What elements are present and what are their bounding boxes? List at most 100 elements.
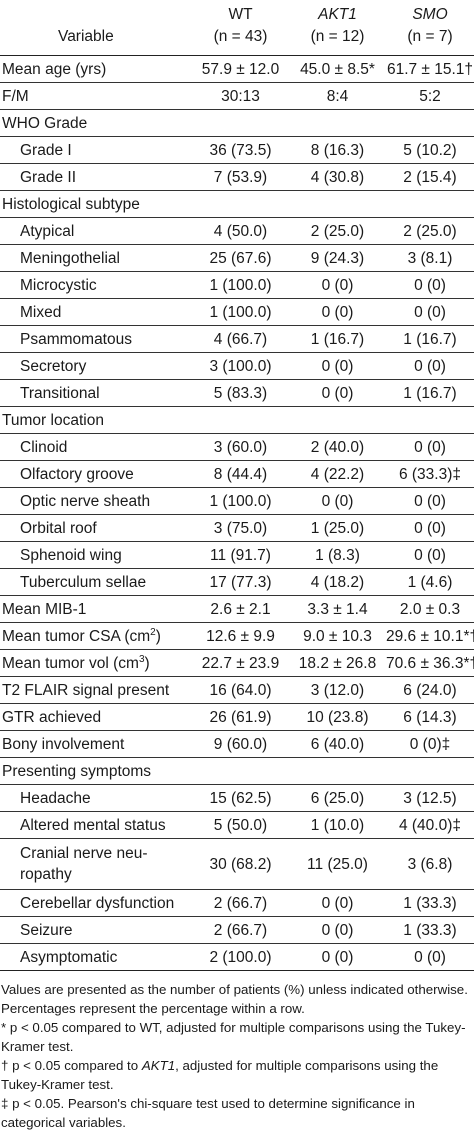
cell-akt1: 2 (40.0) (289, 433, 386, 461)
cell-wt: 26 (61.9) (192, 703, 289, 731)
row-label-text: Mixed (20, 303, 62, 321)
table-footnotes: Values are presented as the number of pa… (0, 980, 471, 1132)
row-label: Mean age (yrs) (0, 55, 192, 83)
cell-akt1: 1 (25.0) (289, 514, 386, 542)
table-row: Cerebellar dysfunction 2 (66.7) 0 (0) 1 (33… (0, 889, 474, 917)
cell-smo (386, 757, 474, 785)
table-row: T2 FLAIR signal present 16 (64.0) 3 (12.0)… (0, 676, 474, 704)
row-label-text: Transitional (20, 384, 100, 402)
cell-wt: 11 (91.7) (192, 541, 289, 569)
row-label-text: Tuberculum sellae (20, 573, 147, 591)
row-label: Tuberculum sellae (0, 568, 192, 596)
cell-akt1: 0 (0) (289, 379, 386, 407)
group-header-smo: SMO (n = 7) (386, 0, 474, 56)
row-label-text: Microcystic (20, 276, 97, 294)
cell-wt: 25 (67.6) (192, 244, 289, 272)
cell-akt1: 2 (25.0) (289, 217, 386, 245)
table-row: Grade II 7 (53.9) 4 (30.8) 2 (15.4) (0, 163, 474, 191)
cell-akt1: 4 (22.2) (289, 460, 386, 488)
row-label: Presenting symptoms (0, 757, 192, 785)
cell-smo: 2 (25.0) (386, 217, 474, 245)
row-label: Mean MIB-1 (0, 595, 192, 623)
row-label: Secretory (0, 352, 192, 380)
cell-wt (192, 190, 289, 218)
cell-akt1: 3.3 ± 1.4 (289, 595, 386, 623)
unit-superscript: 3 (138, 653, 145, 665)
group-header-akt1: AKT1 (n = 12) (289, 0, 386, 56)
cell-akt1: 18.2 ± 26.8 (289, 649, 386, 677)
cell-akt1: 1 (16.7) (289, 325, 386, 353)
cell-akt1: 11 (25.0) (289, 838, 386, 890)
cell-akt1: 0 (0) (289, 889, 386, 917)
row-label-text: Mean tumor vol (cm (2, 654, 139, 672)
row-label: Seizure (0, 916, 192, 944)
cell-akt1 (289, 757, 386, 785)
cell-wt: 7 (53.9) (192, 163, 289, 191)
cell-smo (386, 190, 474, 218)
row-label-text: Tumor location (2, 411, 104, 429)
cell-smo (386, 109, 474, 137)
row-label-text: Secretory (20, 357, 87, 375)
table-row: F/M 30:13 8:4 5:2 (0, 82, 474, 110)
cell-smo: 0 (0) (386, 352, 474, 380)
group-n: (n = 12) (310, 28, 365, 45)
table-row: Presenting symptoms (0, 757, 474, 785)
cell-smo: 5 (10.2) (386, 136, 474, 164)
row-label-text: F/M (2, 87, 29, 105)
table-row: Tuberculum sellae 17 (77.3) 4 (18.2) 1 (4.6… (0, 568, 474, 596)
table-row: Clinoid 3 (60.0) 2 (40.0) 0 (0) (0, 433, 474, 461)
row-label: Microcystic (0, 271, 192, 299)
row-label-text: Seizure (20, 921, 73, 939)
table-row: Mean MIB-1 2.6 ± 2.1 3.3 ± 1.4 2.0 ± 0.3 (0, 595, 474, 623)
cell-wt: 22.7 ± 23.9 (192, 649, 289, 677)
table-row: Headache 15 (62.5) 6 (25.0) 3 (12.5) (0, 784, 474, 812)
cell-smo: 0 (0) (386, 487, 474, 515)
cell-smo: 0 (0) (386, 271, 474, 299)
cell-akt1 (289, 406, 386, 434)
cell-wt: 9 (60.0) (192, 730, 289, 758)
row-label-text: T2 FLAIR signal present (2, 681, 170, 699)
row-label-text: Olfactory groove (20, 465, 134, 483)
row-label-text: Meningothelial (20, 249, 120, 267)
cell-smo: 3 (6.8) (386, 838, 474, 890)
row-label: Transitional (0, 379, 192, 407)
table-row: Mean tumor CSA (cm2) 12.6 ± 9.9 9.0 ± 10.3… (0, 622, 474, 650)
cell-akt1: 6 (40.0) (289, 730, 386, 758)
cell-akt1: 9.0 ± 10.3 (289, 622, 386, 650)
cell-wt: 3 (75.0) (192, 514, 289, 542)
cell-wt: 16 (64.0) (192, 676, 289, 704)
cell-wt: 4 (50.0) (192, 217, 289, 245)
cell-smo: 0 (0) (386, 514, 474, 542)
cell-akt1: 9 (24.3) (289, 244, 386, 272)
row-label: GTR achieved (0, 703, 192, 731)
footnote-dagger: † p < 0.05 compared to AKT1, adjusted fo… (1, 1056, 471, 1094)
row-label-text: Mean tumor CSA (cm (2, 627, 151, 645)
row-label: Mean tumor CSA (cm2) (0, 622, 192, 650)
cell-akt1: 45.0 ± 8.5* (289, 55, 386, 83)
cell-akt1: 1 (10.0) (289, 811, 386, 839)
cell-smo: 2.0 ± 0.3 (386, 595, 474, 623)
row-label-text: Cerebellar dysfunction (20, 894, 175, 912)
cell-wt: 2 (100.0) (192, 943, 289, 971)
row-label: Optic nerve sheath (0, 487, 192, 515)
row-label-text: Sphenoid wing (20, 546, 122, 564)
cell-wt: 15 (62.5) (192, 784, 289, 812)
cell-wt: 3 (60.0) (192, 433, 289, 461)
cell-smo: 2 (15.4) (386, 163, 474, 191)
unit-close: ) (144, 654, 150, 672)
row-label-text: Psammomatous (20, 330, 132, 348)
table-row: Mean age (yrs) 57.9 ± 12.0 45.0 ± 8.5* 61.7… (0, 55, 474, 83)
cell-smo: 3 (12.5) (386, 784, 474, 812)
row-label-text: Presenting symptoms (2, 762, 152, 780)
cell-wt (192, 406, 289, 434)
group-header-wt: WT (n = 43) (192, 0, 289, 56)
cell-akt1: 0 (0) (289, 298, 386, 326)
cell-smo: 3 (8.1) (386, 244, 474, 272)
footnote-dagger-post: , adjusted for multiple comparisons usin… (1, 1058, 439, 1092)
row-label-text: Grade I (20, 141, 72, 159)
table-row: Altered mental status 5 (50.0) 1 (10.0) 4 (… (0, 811, 474, 839)
group-n: (n = 43) (213, 28, 268, 45)
cell-smo: 1 (33.3) (386, 889, 474, 917)
row-label: Bony involvement (0, 730, 192, 758)
